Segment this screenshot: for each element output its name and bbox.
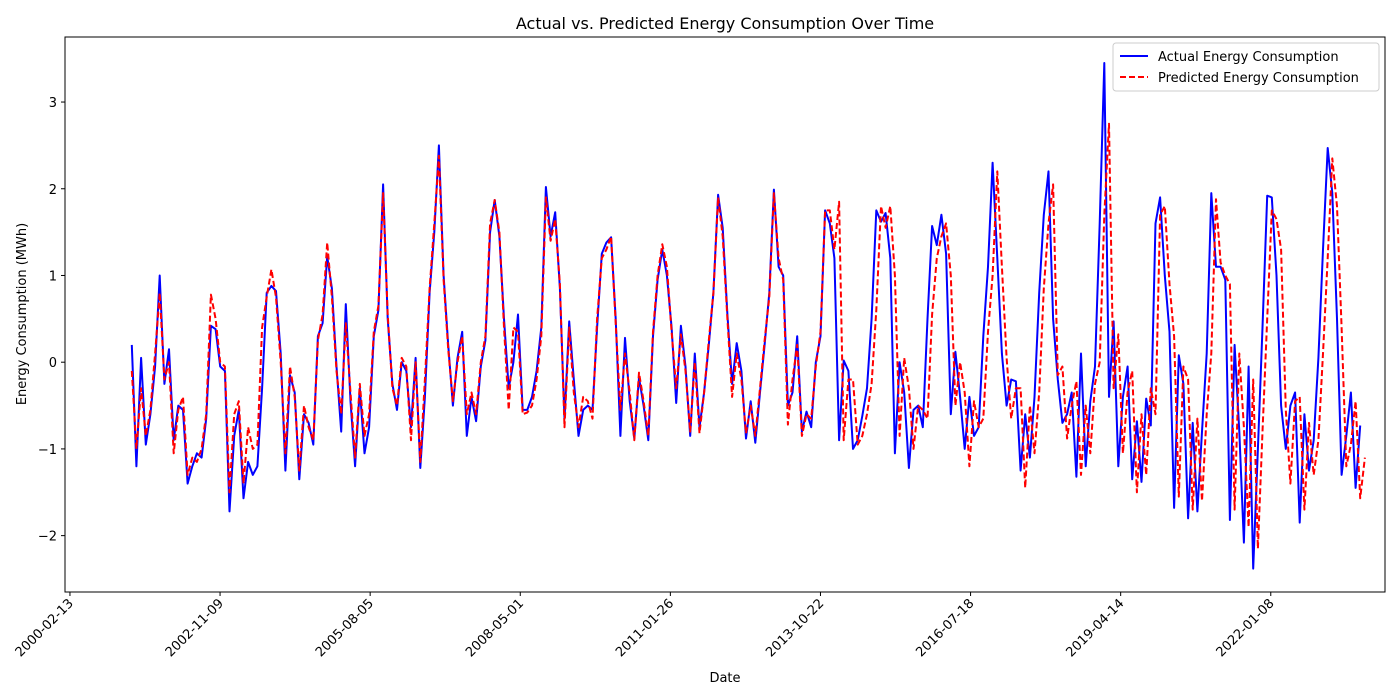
y-tick-label: 3	[49, 96, 57, 111]
x-axis-label: Date	[709, 671, 740, 686]
x-tick-label: 2002-11-09	[163, 596, 227, 660]
y-axis-ticks: −2 −1 0 1 2 3	[38, 96, 65, 545]
x-tick-label: 2005-08-05	[313, 596, 377, 660]
y-tick-label: −1	[38, 443, 57, 458]
series-lines	[130, 62, 1366, 570]
series-line-actual	[130, 62, 1362, 570]
y-tick-label: 2	[49, 183, 57, 198]
y-tick-label: −2	[38, 530, 57, 545]
chart-title: Actual vs. Predicted Energy Consumption …	[516, 14, 934, 33]
legend-label-predicted: Predicted Energy Consumption	[1158, 71, 1359, 86]
x-tick-label: 2016-07-18	[913, 596, 977, 660]
x-tick-label: 2008-05-01	[463, 596, 527, 660]
x-tick-label: 2019-04-14	[1063, 596, 1127, 660]
y-axis-label: Energy Consumption (MWh)	[15, 223, 30, 405]
series-line-predicted	[130, 122, 1366, 550]
x-tick-label: 2011-01-26	[613, 596, 677, 660]
plot-area-frame	[64, 36, 1386, 593]
legend-box	[1112, 42, 1380, 92]
y-tick-label: 0	[49, 356, 57, 371]
legend-label-actual: Actual Energy Consumption	[1158, 50, 1339, 65]
y-tick-label: 1	[49, 269, 57, 284]
x-tick-label: 2000-02-13	[13, 596, 77, 660]
x-axis-ticks: 2000-02-13 2002-11-09 2005-08-05 2008-05-01…	[13, 592, 1278, 660]
x-tick-label: 2022-01-08	[1214, 596, 1278, 660]
legend: Actual Energy Consumption Predicted Ener…	[1112, 42, 1380, 92]
x-tick-label: 2013-10-22	[763, 596, 827, 660]
